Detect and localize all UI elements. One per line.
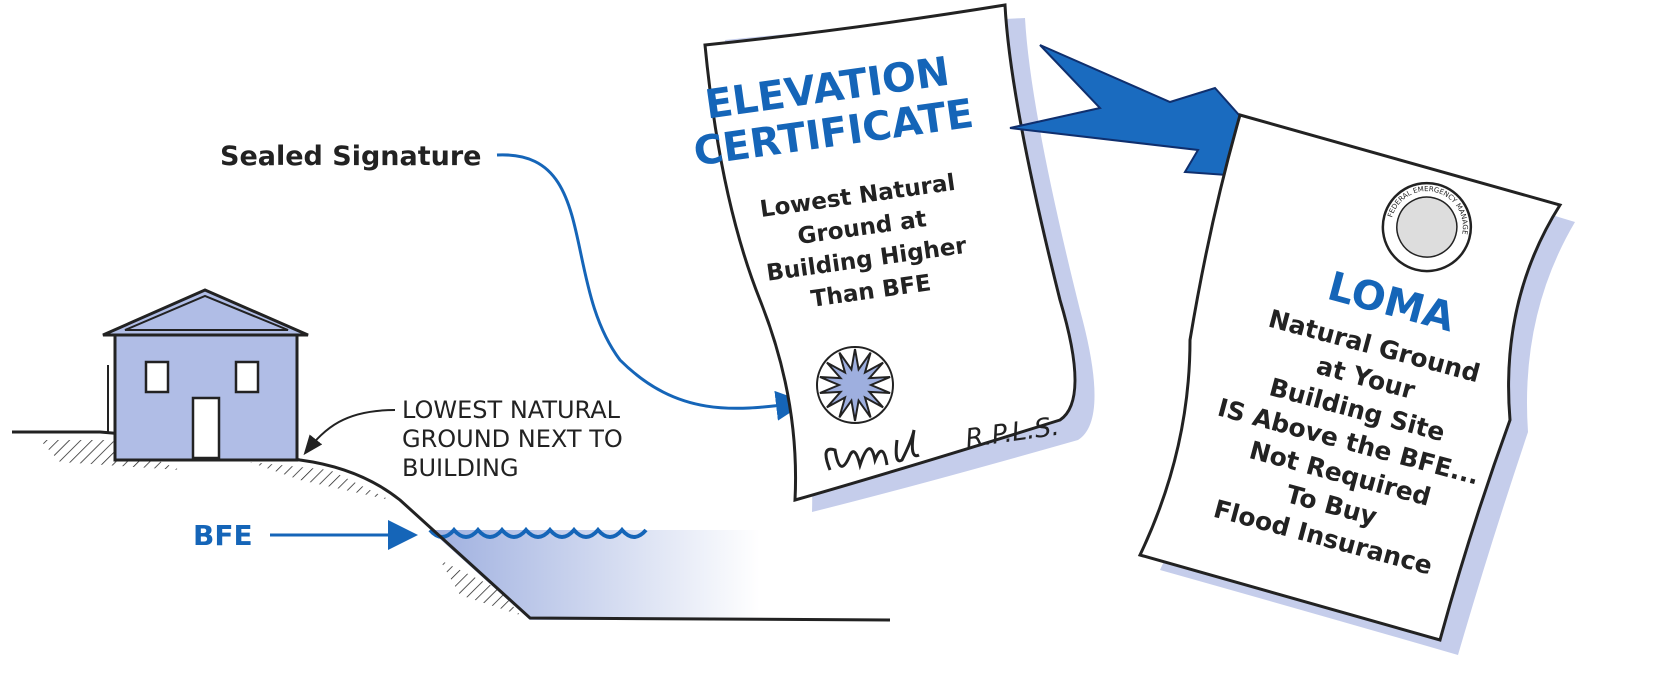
ground-label-line: BUILDING: [402, 454, 519, 482]
house: [102, 288, 309, 462]
bfe-label: BFE: [193, 519, 253, 552]
water-surface: [428, 526, 648, 539]
flow-arrow: [1009, 44, 1300, 182]
sealed-signature-label: Sealed Signature: [220, 141, 482, 172]
soil-hatch: [40, 440, 520, 615]
signature: [824, 429, 920, 471]
water: [430, 530, 760, 620]
seal-star: [816, 346, 894, 424]
ground-label-line: GROUND NEXT TO: [402, 425, 623, 453]
certificate: [703, 3, 1077, 503]
ground-pointer: [303, 409, 396, 456]
signature-pointer: [496, 153, 806, 421]
ground-label-line: LOWEST NATURAL: [402, 396, 621, 424]
